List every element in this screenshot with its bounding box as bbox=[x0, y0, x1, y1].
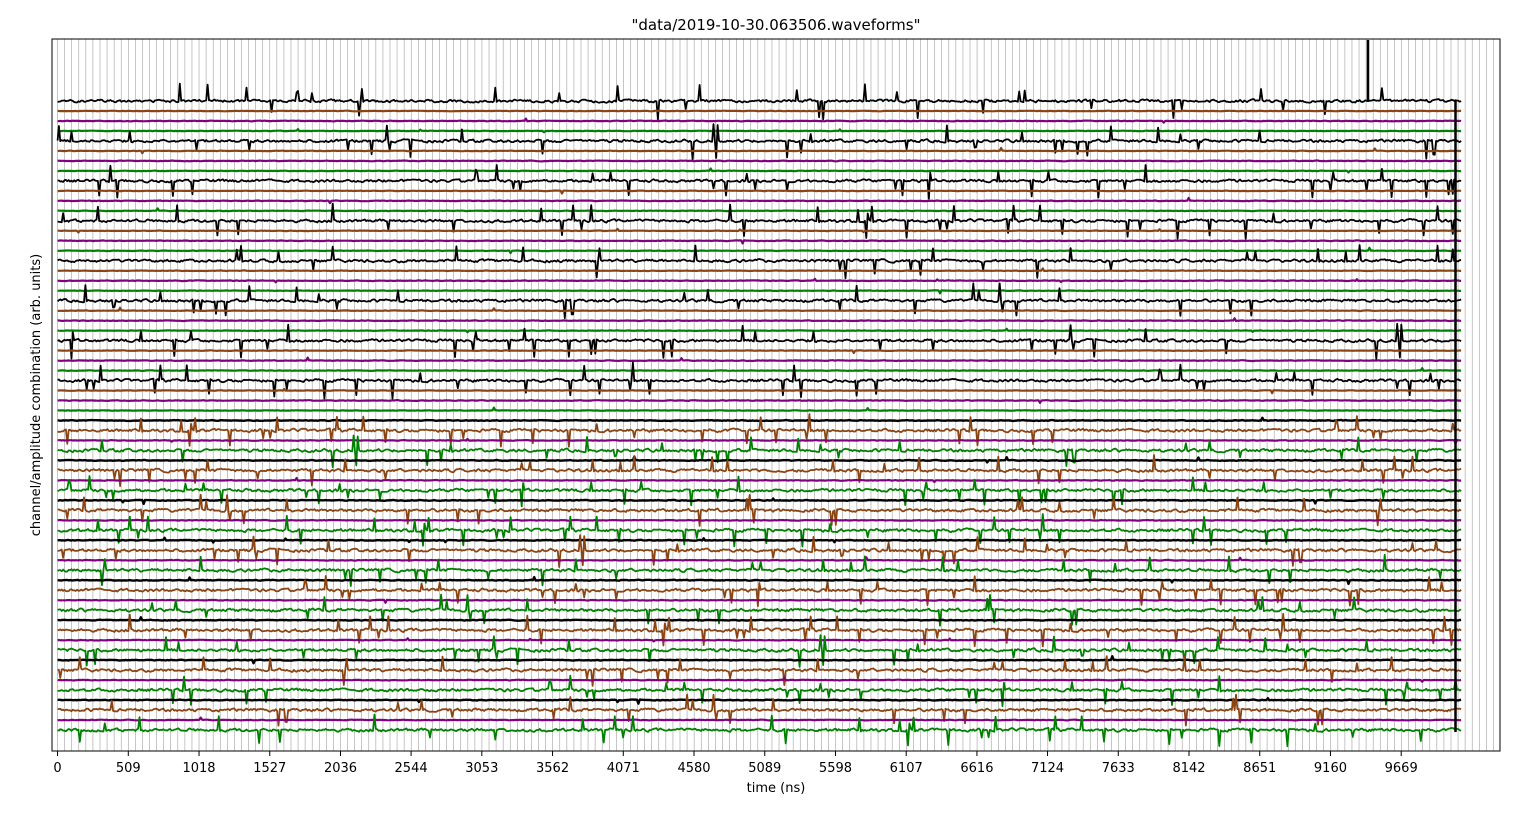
x-tick-label: 9160 bbox=[1314, 761, 1347, 776]
x-tick-label: 2544 bbox=[395, 761, 428, 776]
plot-frame bbox=[51, 38, 1501, 752]
x-tick-label: 6616 bbox=[960, 761, 993, 776]
waveform-trace-29 bbox=[57, 361, 1462, 400]
waveform-trace-11 bbox=[57, 196, 1462, 205]
waveform-trace-45 bbox=[57, 536, 1462, 544]
waveform-trace-64 bbox=[57, 713, 1462, 748]
waveform-trace-53 bbox=[57, 616, 1462, 622]
waveform-trace-44 bbox=[57, 513, 1462, 548]
waveform-trace-32 bbox=[57, 406, 1462, 412]
x-tick-label: 1018 bbox=[182, 761, 215, 776]
waveform-trace-17 bbox=[57, 244, 1462, 280]
x-tick-label: 6107 bbox=[890, 761, 923, 776]
y-axis-label: channel/amplitude combination (arb. unit… bbox=[29, 254, 44, 536]
waveform-trace-38 bbox=[57, 454, 1462, 487]
x-axis-label: time (ns) bbox=[747, 781, 806, 796]
waveform-trace-21 bbox=[56, 282, 1462, 320]
x-tick-label: 3562 bbox=[536, 761, 569, 776]
x-tick-label: 0 bbox=[53, 761, 61, 776]
waveform-trace-39 bbox=[57, 476, 1462, 484]
waveform-trace-40 bbox=[57, 475, 1462, 508]
x-tick-label: 9669 bbox=[1385, 761, 1418, 776]
waveform-trace-52 bbox=[57, 593, 1462, 627]
x-tick-label: 509 bbox=[116, 761, 141, 776]
waveform-trace-31 bbox=[57, 399, 1462, 404]
x-tick-label: 5089 bbox=[748, 761, 781, 776]
x-tick-label: 3053 bbox=[465, 761, 498, 776]
waveform-trace-48 bbox=[57, 553, 1462, 587]
waveform-trace-56 bbox=[57, 634, 1462, 668]
waveform-trace-49 bbox=[57, 575, 1462, 586]
waveform-trace-28 bbox=[57, 367, 1462, 372]
x-axis-ticks: 0 509 1018 1527 2036 2544 3053 3562 4071 4580 5089… bbox=[53, 751, 1418, 776]
waveform-trace-57 bbox=[57, 655, 1462, 665]
waveform-trace-30 bbox=[57, 387, 1462, 395]
waveform-trace-47 bbox=[57, 556, 1462, 562]
waveform-trace-12 bbox=[57, 207, 1462, 213]
waveform-trace-46 bbox=[57, 534, 1462, 568]
waveform-trace-14 bbox=[57, 227, 1462, 234]
waveform-trace-43 bbox=[57, 518, 1462, 522]
x-tick-label: 7633 bbox=[1102, 761, 1135, 776]
waveform-trace-18 bbox=[57, 267, 1462, 273]
waveform-trace-6 bbox=[57, 146, 1462, 155]
waveform-trace-34 bbox=[57, 413, 1462, 448]
x-tick-label: 5598 bbox=[819, 761, 852, 776]
waveform-trace-24 bbox=[57, 327, 1462, 334]
waveform-trace-15 bbox=[57, 239, 1462, 245]
waveform-trace-1 bbox=[57, 82, 1462, 121]
waveform-trace-4 bbox=[57, 128, 1462, 134]
waveform-trace-63 bbox=[57, 716, 1462, 722]
waveform-traces bbox=[56, 40, 1462, 748]
waveform-trace-7 bbox=[57, 159, 1462, 163]
x-tick-label: 8142 bbox=[1172, 761, 1205, 776]
x-tick-label: 1527 bbox=[253, 761, 286, 776]
waveform-trace-23 bbox=[57, 317, 1462, 323]
x-tick-label: 7124 bbox=[1031, 761, 1064, 776]
waveform-trace-51 bbox=[57, 598, 1462, 604]
waveform-trace-9 bbox=[57, 164, 1462, 200]
waveform-trace-41 bbox=[57, 497, 1462, 506]
waveform-trace-2 bbox=[57, 109, 1462, 113]
waveform-trace-26 bbox=[57, 349, 1462, 354]
waveform-trace-61 bbox=[57, 697, 1462, 705]
x-tick-label: 4580 bbox=[677, 761, 710, 776]
waveform-trace-58 bbox=[57, 655, 1462, 687]
waveform-trace-55 bbox=[57, 637, 1462, 643]
waveform-trace-42 bbox=[57, 493, 1462, 527]
waveform-trace-3 bbox=[57, 117, 1462, 124]
waveform-trace-33 bbox=[57, 416, 1462, 423]
waveform-trace-62 bbox=[57, 693, 1462, 727]
waveform-trace-13 bbox=[57, 202, 1462, 240]
waveform-trace-50 bbox=[56, 575, 1462, 608]
x-tick-label: 4071 bbox=[607, 761, 640, 776]
waveform-trace-16 bbox=[57, 246, 1462, 255]
x-tick-label: 8651 bbox=[1243, 761, 1276, 776]
waveform-trace-37 bbox=[57, 455, 1462, 464]
x-tick-label: 2036 bbox=[324, 761, 357, 776]
waveform-trace-54 bbox=[57, 612, 1462, 648]
waveform-trace-8 bbox=[57, 167, 1462, 174]
waveform-trace-5 bbox=[56, 123, 1462, 161]
waveform-trace-36 bbox=[57, 434, 1462, 469]
waveform-trace-10 bbox=[57, 189, 1462, 195]
grid-lines bbox=[57, 39, 1494, 751]
waveform-trace-59 bbox=[57, 676, 1462, 683]
waveform-trace-22 bbox=[57, 306, 1462, 313]
waveform-trace-19 bbox=[57, 277, 1462, 284]
waveform-trace-20 bbox=[57, 289, 1462, 295]
waveform-trace-35 bbox=[57, 437, 1462, 445]
waveform-trace-60 bbox=[57, 674, 1462, 707]
chart-title: "data/2019-10-30.063506.waveforms" bbox=[632, 16, 921, 34]
waveform-trace-27 bbox=[57, 356, 1462, 363]
waveform-trace-25 bbox=[57, 322, 1462, 360]
